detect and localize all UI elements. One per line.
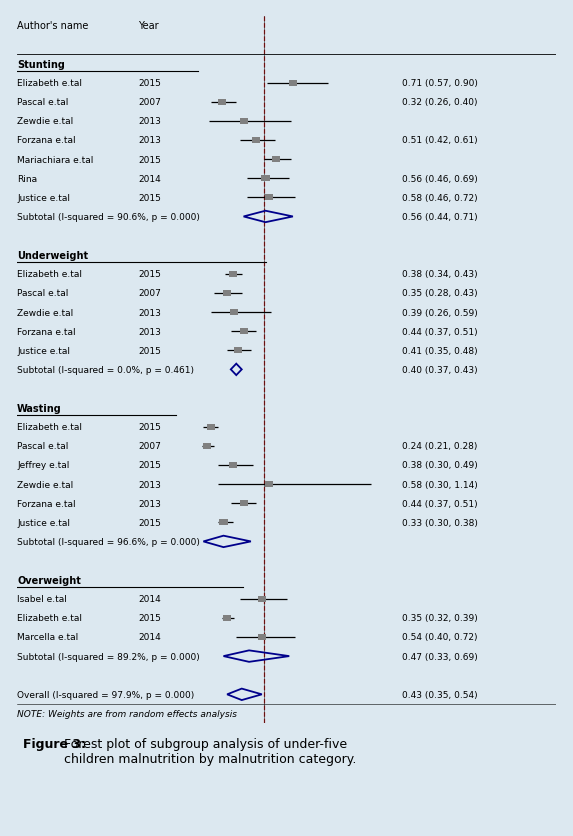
Text: Forzana e.tal: Forzana e.tal [17,136,76,145]
Text: 2013: 2013 [138,117,161,126]
Text: 2015: 2015 [138,461,161,470]
Text: 0.51 (0.42, 0.61): 0.51 (0.42, 0.61) [402,136,478,145]
Text: 2007: 2007 [138,441,161,451]
Text: Author's name: Author's name [17,21,89,31]
Text: Elizabeth e.tal: Elizabeth e.tal [17,423,82,431]
Text: 2013: 2013 [138,327,161,336]
Text: Zewdie e.tal: Zewdie e.tal [17,117,73,126]
Text: Overweight: Overweight [17,575,81,585]
Bar [265,195,273,201]
Text: 0.33 (0.30, 0.38): 0.33 (0.30, 0.38) [402,518,478,528]
Bar [240,501,248,507]
Text: 0.44 (0.37, 0.51): 0.44 (0.37, 0.51) [402,327,478,336]
Bar [234,348,242,354]
Text: 2015: 2015 [138,155,161,165]
Text: 0.43 (0.35, 0.54): 0.43 (0.35, 0.54) [402,690,478,699]
Text: Stunting: Stunting [17,59,65,69]
Text: Year: Year [138,21,159,31]
Text: Forzana e.tal: Forzana e.tal [17,327,76,336]
Text: Forest plot of subgroup analysis of under-five
children malnutrition by malnutri: Forest plot of subgroup analysis of unde… [64,737,356,765]
Text: 0.39 (0.26, 0.59): 0.39 (0.26, 0.59) [402,308,478,317]
Bar [229,462,237,468]
Text: 0.32 (0.26, 0.40): 0.32 (0.26, 0.40) [402,98,478,107]
Bar [203,443,211,450]
Text: 0.71 (0.57, 0.90): 0.71 (0.57, 0.90) [402,79,478,88]
Bar [258,635,266,640]
Text: Subtotal (I-squared = 89.2%, p = 0.000): Subtotal (I-squared = 89.2%, p = 0.000) [17,652,200,660]
Bar [229,272,237,278]
Text: 2007: 2007 [138,98,161,107]
Text: Mariachiara e.tal: Mariachiara e.tal [17,155,93,165]
Bar [240,119,248,125]
Bar [265,482,273,487]
Text: Subtotal (I-squared = 0.0%, p = 0.461): Subtotal (I-squared = 0.0%, p = 0.461) [17,365,194,375]
Text: 0.56 (0.46, 0.69): 0.56 (0.46, 0.69) [402,175,478,183]
Bar [258,596,266,602]
Text: NOTE: Weights are from random effects analysis: NOTE: Weights are from random effects an… [17,709,237,718]
Text: 0.35 (0.28, 0.43): 0.35 (0.28, 0.43) [402,289,478,298]
Text: 2015: 2015 [138,423,161,431]
Bar [289,80,297,87]
Text: 0.35 (0.32, 0.39): 0.35 (0.32, 0.39) [402,614,478,623]
Text: Marcella e.tal: Marcella e.tal [17,633,79,642]
Text: Justice e.tal: Justice e.tal [17,194,70,202]
Text: Wasting: Wasting [17,403,62,413]
Text: 2015: 2015 [138,346,161,355]
Text: Forzana e.tal: Forzana e.tal [17,499,76,508]
Text: Zewdie e.tal: Zewdie e.tal [17,308,73,317]
Text: 0.58 (0.30, 1.14): 0.58 (0.30, 1.14) [402,480,478,489]
Text: Pascal e.tal: Pascal e.tal [17,289,69,298]
Text: 2014: 2014 [138,633,161,642]
Text: 0.41 (0.35, 0.48): 0.41 (0.35, 0.48) [402,346,478,355]
Text: 2013: 2013 [138,308,161,317]
Text: Subtotal (I-squared = 96.6%, p = 0.000): Subtotal (I-squared = 96.6%, p = 0.000) [17,538,200,546]
Text: Pascal e.tal: Pascal e.tal [17,98,69,107]
Bar [261,176,269,182]
Text: 0.47 (0.33, 0.69): 0.47 (0.33, 0.69) [402,652,478,660]
Bar [223,615,231,621]
Bar [272,157,281,163]
Text: 2015: 2015 [138,79,161,88]
Text: Elizabeth e.tal: Elizabeth e.tal [17,79,82,88]
Text: 0.54 (0.40, 0.72): 0.54 (0.40, 0.72) [402,633,478,642]
Text: Justice e.tal: Justice e.tal [17,346,70,355]
Bar [218,99,226,105]
Text: 0.38 (0.30, 0.49): 0.38 (0.30, 0.49) [402,461,478,470]
Bar [219,520,227,526]
Text: Jeffrey e.tal: Jeffrey e.tal [17,461,69,470]
Text: Zewdie e.tal: Zewdie e.tal [17,480,73,489]
Text: 2013: 2013 [138,480,161,489]
Text: 0.44 (0.37, 0.51): 0.44 (0.37, 0.51) [402,499,478,508]
Bar [207,424,215,431]
Text: 0.38 (0.34, 0.43): 0.38 (0.34, 0.43) [402,270,478,279]
Text: Rina: Rina [17,175,37,183]
Text: 2013: 2013 [138,136,161,145]
Text: 0.58 (0.46, 0.72): 0.58 (0.46, 0.72) [402,194,478,202]
Text: 2007: 2007 [138,289,161,298]
Text: Subtotal (I-squared = 90.6%, p = 0.000): Subtotal (I-squared = 90.6%, p = 0.000) [17,212,200,222]
Text: 0.40 (0.37, 0.43): 0.40 (0.37, 0.43) [402,365,478,375]
Text: 2014: 2014 [138,175,161,183]
Text: 2014: 2014 [138,594,161,604]
Text: 2015: 2015 [138,614,161,623]
Text: Figure 3:: Figure 3: [23,737,91,751]
Text: Elizabeth e.tal: Elizabeth e.tal [17,614,82,623]
Text: Overall (I-squared = 97.9%, p = 0.000): Overall (I-squared = 97.9%, p = 0.000) [17,690,194,699]
Bar [240,329,248,334]
Text: 2015: 2015 [138,270,161,279]
Text: 2013: 2013 [138,499,161,508]
Text: 2015: 2015 [138,518,161,528]
Text: 2015: 2015 [138,194,161,202]
Text: Pascal e.tal: Pascal e.tal [17,441,69,451]
Text: 0.56 (0.44, 0.71): 0.56 (0.44, 0.71) [402,212,478,222]
Text: Isabel e.tal: Isabel e.tal [17,594,67,604]
Text: Elizabeth e.tal: Elizabeth e.tal [17,270,82,279]
Bar [223,290,231,297]
Text: Underweight: Underweight [17,250,88,260]
Bar [252,138,260,144]
Text: 0.24 (0.21, 0.28): 0.24 (0.21, 0.28) [402,441,478,451]
Bar [230,309,238,316]
Text: Justice e.tal: Justice e.tal [17,518,70,528]
